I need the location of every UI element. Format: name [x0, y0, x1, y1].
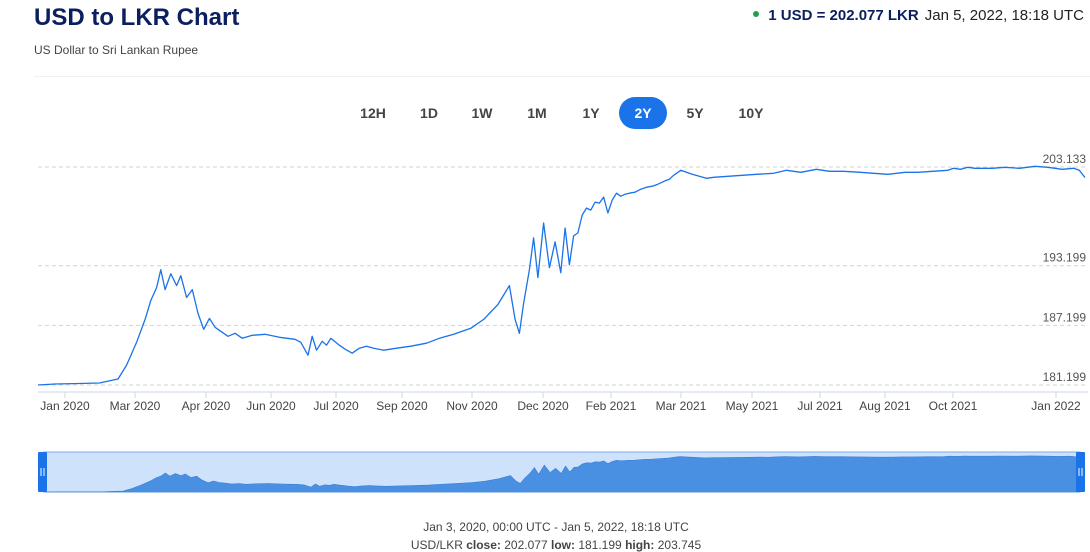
- range-button-1w[interactable]: 1W: [471, 105, 493, 121]
- footer-pair: USD/LKR: [410, 538, 463, 552]
- footer-low-value: 181.199: [578, 538, 622, 552]
- navigator-right-handle[interactable]: [1076, 452, 1085, 492]
- navigator-left-handle[interactable]: [38, 452, 47, 492]
- x-tick-label: Jul 2021: [797, 399, 843, 413]
- x-tick-label: May 2021: [726, 399, 779, 413]
- chart-navigator[interactable]: [0, 448, 1090, 496]
- range-button-2y[interactable]: 2Y: [619, 97, 667, 129]
- y-tick-label: 181.199: [1043, 370, 1087, 384]
- x-tick-label: Jan 2022: [1031, 399, 1081, 413]
- x-tick-label: Nov 2020: [446, 399, 498, 413]
- current-rate: 1 USD = 202.077 LKR Jan 5, 2022, 18:18 UT…: [753, 7, 1084, 24]
- y-tick-label: 203.133: [1043, 152, 1087, 166]
- x-tick-label: Sep 2020: [376, 399, 428, 413]
- rate-timestamp: Jan 5, 2022, 18:18 UTC: [924, 7, 1084, 24]
- range-button-1y[interactable]: 1Y: [582, 105, 600, 121]
- x-tick-label: Apr 2020: [182, 399, 231, 413]
- x-tick-label: Oct 2021: [929, 399, 978, 413]
- range-button-5y[interactable]: 5Y: [686, 105, 704, 121]
- x-tick-label: Jan 2020: [40, 399, 90, 413]
- range-button-12h[interactable]: 12H: [360, 105, 386, 121]
- usd-lkr-line: [37, 165, 1086, 386]
- rate-value: 1 USD = 202.077 LKR: [768, 7, 919, 24]
- x-tick-label: Jul 2020: [313, 399, 359, 413]
- x-tick-label: Dec 2020: [517, 399, 569, 413]
- live-status-dot: [753, 11, 760, 18]
- range-button-1m[interactable]: 1M: [527, 105, 547, 121]
- footer-period: Jan 3, 2020, 00:00 UTC - Jan 5, 2022, 18…: [423, 520, 689, 534]
- footer-high-value: 203.745: [657, 538, 702, 552]
- page-title: USD to LKR Chart: [34, 4, 240, 31]
- footer-high-label: high:: [625, 538, 655, 552]
- range-button-10y[interactable]: 10Y: [738, 105, 764, 121]
- range-button-1d[interactable]: 1D: [420, 105, 438, 121]
- footer-close-value: 202.077: [504, 538, 548, 552]
- x-tick-label: Feb 2021: [586, 399, 637, 413]
- footer-summary: USD/LKR close: 202.077 low: 181.199 high…: [0, 538, 1090, 552]
- x-tick-label: Mar 2021: [656, 399, 707, 413]
- page-subtitle: US Dollar to Sri Lankan Rupee: [34, 43, 199, 57]
- range-selector: 12H 1D 1W 1M 1Y 2Y 5Y 10Y: [0, 97, 1090, 129]
- navigator-area: [43, 455, 1081, 493]
- header-divider: [34, 76, 1090, 77]
- x-tick-label: Mar 2020: [110, 399, 161, 413]
- footer-close-label: close:: [466, 538, 501, 552]
- y-tick-label: 193.199: [1043, 251, 1087, 265]
- y-tick-label: 187.199: [1043, 310, 1087, 324]
- exchange-rate-chart[interactable]: 181.199 187.199 193.199 203.133 Jan 2020 Mar …: [0, 145, 1090, 420]
- footer-low-label: low:: [550, 538, 575, 552]
- x-tick-label: Aug 2021: [859, 399, 911, 413]
- x-tick-label: Jun 2020: [246, 399, 296, 413]
